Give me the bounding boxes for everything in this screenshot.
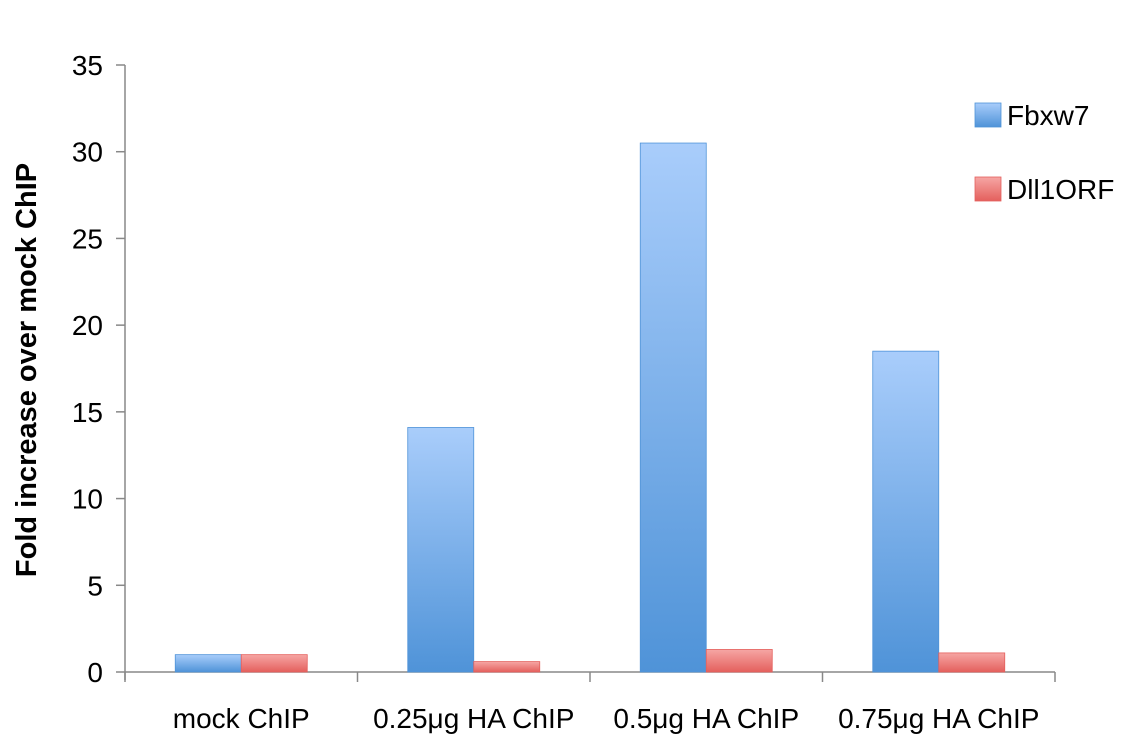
y-axis-title: Fold increase over mock ChIP bbox=[11, 163, 43, 577]
y-tick-label: 10 bbox=[72, 484, 103, 515]
axes: 0 5 10 15 20 25 30 35 mock ChIP 0.25μg HA ChIP 0.5… bbox=[72, 50, 1056, 734]
y-tick-label: 5 bbox=[87, 570, 103, 601]
x-tick-label: 0.5μg HA ChIP bbox=[613, 703, 799, 734]
legend-swatch bbox=[974, 102, 1002, 128]
bar-dll1orf bbox=[705, 649, 773, 673]
legend-label: Fbxw7 bbox=[1007, 100, 1089, 131]
legend-swatch bbox=[974, 176, 1002, 202]
bar-fbxw7 bbox=[872, 350, 940, 673]
y-tick-label: 15 bbox=[72, 397, 103, 428]
bar-fbxw7 bbox=[639, 142, 707, 673]
x-tick-label: 0.75μg HA ChIP bbox=[838, 703, 1039, 734]
y-tick-label: 0 bbox=[87, 657, 103, 688]
bars bbox=[174, 142, 1006, 673]
bar-dll1orf bbox=[473, 661, 541, 673]
bar-fbxw7 bbox=[174, 654, 242, 673]
bar-dll1orf bbox=[938, 652, 1006, 673]
bar-dll1orf bbox=[240, 654, 308, 673]
bar-fbxw7 bbox=[407, 427, 475, 673]
y-tick-label: 30 bbox=[72, 137, 103, 168]
x-tick-label: mock ChIP bbox=[173, 703, 310, 734]
legend: Fbxw7 Dll1ORF bbox=[974, 100, 1114, 205]
legend-label: Dll1ORF bbox=[1007, 174, 1114, 205]
y-tick-label: 20 bbox=[72, 310, 103, 341]
y-tick-label: 25 bbox=[72, 223, 103, 254]
y-tick-label: 35 bbox=[72, 50, 103, 81]
x-tick-label: 0.25μg HA ChIP bbox=[373, 703, 574, 734]
